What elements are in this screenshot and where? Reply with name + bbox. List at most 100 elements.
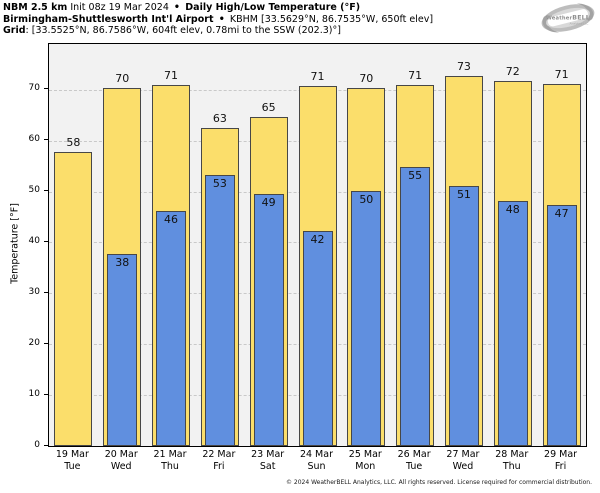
x-tick-label: 20 Mar Wed: [97, 449, 146, 473]
x-tick-weekday: Fri: [554, 461, 567, 472]
high-value-label: 73: [456, 60, 471, 74]
y-tick-label-30: 30: [28, 286, 40, 297]
high-value-label: 70: [359, 71, 374, 85]
high-value-label: 63: [212, 111, 227, 125]
bullet-separator: •: [173, 2, 180, 13]
x-tick-weekday: Fri: [213, 461, 225, 472]
svg-text:WeatherBELL: WeatherBELL: [546, 15, 590, 22]
x-tick-label: 27 Mar Wed: [439, 449, 488, 473]
y-tick-label-10: 10: [28, 388, 40, 399]
y-tick-label-40: 40: [28, 235, 40, 246]
low-bar: [497, 200, 528, 446]
grid-label: Grid: [3, 25, 26, 36]
y-tick-label-0: 0: [34, 439, 40, 450]
high-value-label: 71: [408, 69, 423, 83]
low-bar: [448, 186, 479, 446]
x-tick-label: 23 Mar Sat: [243, 449, 292, 473]
low-bar: [107, 254, 138, 446]
x-tick-label: 26 Mar Tue: [390, 449, 439, 473]
high-value-label: 72: [505, 65, 520, 79]
x-tick-date: 25 Mar: [348, 449, 382, 460]
x-tick-label: 28 Mar Thu: [487, 449, 536, 473]
x-tick-date: 21 Mar: [153, 449, 187, 460]
low-value-label: 51: [456, 188, 471, 202]
high-value-label: 70: [115, 71, 130, 85]
x-tick-date: 24 Mar: [299, 449, 333, 460]
station-meta: KBHM [33.5629°N, 86.7535°W, 650ft elev]: [226, 13, 434, 25]
grid-meta: : [33.5525°N, 86.7586°W, 604ft elev, 0.7…: [25, 25, 341, 36]
product-title: Daily High/Low Temperature (°F): [181, 2, 361, 13]
low-value-label: 42: [310, 233, 325, 247]
x-tick-weekday: Thu: [161, 461, 179, 472]
header-line-2: Birmingham-Shuttlesworth Int'l Airport •…: [3, 14, 433, 26]
y-tick-label-20: 20: [28, 337, 40, 348]
y-tick-mark-0: [44, 444, 48, 446]
y-tick-label-60: 60: [28, 134, 40, 145]
bullet-separator: •: [218, 13, 225, 25]
header-line-1: NBM 2.5 km Init 08z 19 Mar 2024 • Daily …: [3, 2, 433, 14]
x-tick-weekday: Tue: [64, 461, 81, 472]
x-tick-label: 24 Mar Sun: [292, 449, 341, 473]
x-tick-date: 28 Mar: [495, 449, 529, 460]
x-tick-weekday: Thu: [502, 461, 521, 472]
y-tick-mark-70: [44, 88, 48, 90]
x-tick-label: 25 Mar Mon: [341, 449, 390, 473]
y-tick-mark-10: [44, 393, 48, 395]
low-value-label: 48: [505, 202, 520, 216]
low-value-label: 55: [408, 169, 423, 183]
header-line-3: Grid: [33.5525°N, 86.7586°W, 604ft elev,…: [3, 25, 433, 37]
copyright-notice: © 2024 WeatherBELL Analytics, LLC. All r…: [286, 479, 592, 486]
y-tick-mark-60: [44, 139, 48, 141]
low-bar: [351, 190, 382, 446]
x-tick-weekday: Mon: [355, 461, 376, 472]
x-tick-weekday: Tue: [406, 461, 423, 472]
x-tick-date: 26 Mar: [397, 449, 431, 460]
low-value-label: 49: [261, 196, 276, 210]
high-value-label: 71: [310, 69, 325, 83]
weatherbell-logo: WeatherBELL Analytics LLC: [539, 1, 597, 39]
high-value-label: 71: [554, 67, 569, 81]
x-tick-weekday: Wed: [110, 461, 132, 472]
low-bar: [156, 210, 187, 446]
chart-header: NBM 2.5 km Init 08z 19 Mar 2024 • Daily …: [3, 2, 433, 37]
low-value-label: 38: [115, 256, 130, 270]
low-bar: [204, 175, 235, 446]
x-tick-weekday: Wed: [452, 461, 474, 472]
plot-area: 58 70 38 71 46 63 53 65 49 71 42 70 50 71 55 73 51 72 48 71…: [48, 43, 587, 447]
x-tick-label: 19 Mar Tue: [48, 449, 97, 473]
y-tick-mark-50: [44, 190, 48, 192]
high-value-label: 71: [164, 68, 179, 82]
x-tick-weekday: Sat: [259, 461, 276, 472]
logo-subtext: Analytics LLC: [570, 22, 589, 26]
low-bar: [546, 205, 577, 446]
low-value-label: 50: [359, 192, 374, 206]
high-value-label: 65: [261, 101, 276, 115]
low-bar: [253, 194, 284, 446]
station-name: Birmingham-Shuttlesworth Int'l Airport: [3, 13, 217, 25]
low-value-label: 46: [164, 212, 179, 226]
init-time: Init 08z 19 Mar 2024: [67, 2, 172, 13]
high-bar: [54, 152, 93, 446]
low-bar: [302, 231, 333, 446]
logo-text-bell: BELL: [572, 15, 590, 22]
x-tick-label: 22 Mar Fri: [194, 449, 243, 473]
x-tick-label: 21 Mar Thu: [146, 449, 195, 473]
weatherbell-swirl-icon: WeatherBELL Analytics LLC: [541, 3, 595, 33]
model-name: NBM 2.5 km: [3, 2, 68, 13]
low-value-label: 47: [554, 207, 569, 221]
x-tick-date: 27 Mar: [446, 449, 480, 460]
x-tick-label: 29 Mar Fri: [536, 449, 585, 473]
y-tick-label-70: 70: [28, 83, 40, 94]
x-tick-date: 20 Mar: [104, 449, 138, 460]
logo-text-weather: Weather: [546, 16, 572, 22]
x-tick-date: 23 Mar: [251, 449, 285, 460]
low-bar: [400, 167, 431, 446]
x-tick-date: 29 Mar: [544, 449, 578, 460]
y-tick-mark-40: [44, 240, 48, 243]
x-tick-date: 22 Mar: [202, 449, 236, 460]
high-value-label: 58: [66, 136, 81, 150]
low-value-label: 53: [212, 177, 227, 191]
x-tick-date: 19 Mar: [55, 449, 89, 460]
y-tick-mark-30: [44, 291, 48, 294]
